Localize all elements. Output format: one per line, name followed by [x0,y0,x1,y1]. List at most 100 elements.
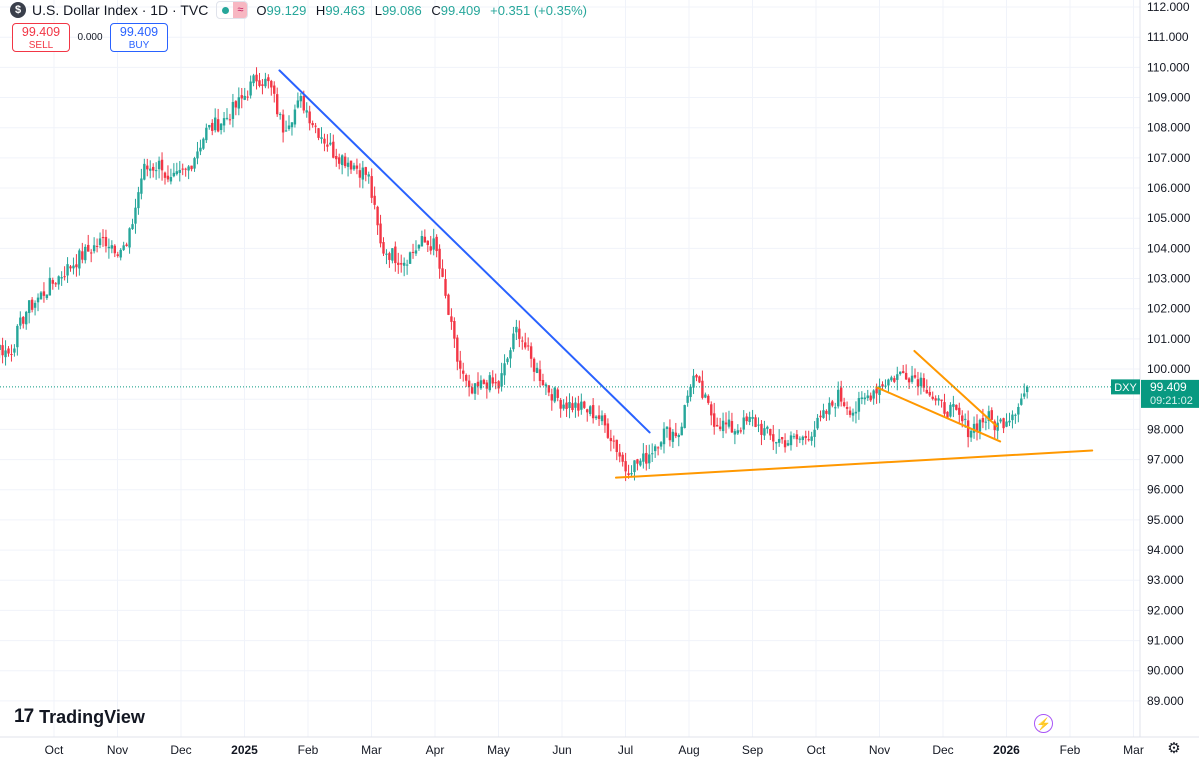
candle-body [400,263,403,265]
x-tick-label: Sep [742,743,764,757]
candle-body [335,156,338,160]
candle-body [978,419,982,432]
candle-body [1014,414,1017,416]
candle-body [187,166,190,171]
candle-body [526,345,530,347]
market-status[interactable]: ≈ [216,1,249,19]
candle-body [107,246,111,249]
candle-body [314,125,317,127]
blue-downtrend-line [278,69,651,434]
last-price-label [1141,379,1199,408]
x-tick-label: Mar [361,743,382,757]
candle-body [290,122,294,128]
candle-body [860,397,864,399]
candle-body [639,460,642,466]
candle-body [128,228,131,248]
candle-body [792,436,796,438]
candle-body [946,411,949,418]
candle-body [497,381,500,389]
candle-body [296,100,300,108]
y-tick-label: 90.000 [1147,664,1184,678]
candle-body [388,253,391,260]
candle-body [600,415,604,422]
candle-body [101,237,105,239]
x-tick-label: Feb [1060,743,1081,757]
candle-body [680,426,683,436]
candle-body [692,375,695,388]
candle-body [869,395,872,401]
candle-body [777,438,781,443]
y-tick-label: 105.000 [1147,211,1191,225]
candle-body [828,402,831,415]
candle-body [713,413,716,427]
candle-body [943,402,946,414]
symbol-title[interactable]: U.S. Dollar Index · 1D · TVC [32,2,209,18]
candle-body [969,430,973,438]
candle-body [379,223,382,244]
candle-body [851,412,855,416]
candle-body [78,250,81,269]
candle-body [270,80,273,88]
candle-body [922,378,926,388]
candle-body [154,170,158,172]
candle-body [113,245,117,254]
low-label: L [374,2,382,18]
tradingview-logo[interactable]: 17 TradingView [14,706,145,728]
candle-body [494,382,497,384]
candle-body [884,385,887,387]
candle-body [831,401,834,406]
candle-body [571,403,574,410]
candle-body [704,394,707,398]
candle-body [19,317,22,326]
x-tick-label: Dec [932,743,953,757]
candle-body [541,380,545,386]
candle-body [772,434,775,442]
sell-button[interactable]: 99.409 SELL [12,23,70,52]
time-axis[interactable]: Oct Nov Dec 2025 Feb Mar Apr May Jun Jul Aug Sep Oct… [45,743,1144,757]
candle-body [789,435,793,446]
candle-body [476,381,480,387]
bolt-icon[interactable]: ⚡ [1034,714,1053,733]
candle-body [305,110,308,113]
candle-body [213,117,217,131]
candle-body [329,142,332,145]
candle-body [402,262,406,266]
candle-body [766,426,769,429]
candle-body [662,428,666,445]
candle-body [689,386,692,398]
candle-body [432,238,435,250]
candle-body [326,144,329,147]
candle-body [178,169,181,173]
drawings[interactable] [278,69,1094,479]
candle-body [211,122,214,131]
candle-body [243,95,246,100]
candle-body [358,170,362,178]
buy-button[interactable]: 99.409 BUY [110,23,168,52]
orange-wedge-lower-line [875,386,1002,443]
candle-body [149,168,152,171]
candle-body [636,459,639,464]
bar-countdown: 09:21:02 [1150,395,1193,407]
candle-body [503,363,506,376]
candle-body [4,350,7,358]
candle-body [338,157,341,164]
candle-body [89,252,93,254]
candle-body [721,420,725,432]
candle-body [931,396,934,399]
candle-body [618,452,621,457]
candle-body [730,421,734,433]
candle-body [237,97,241,109]
candle-body [181,168,184,170]
candle-body [81,251,84,260]
candle-body [320,137,323,139]
settings-gear-icon[interactable]: ⚙ [1167,740,1181,757]
candle-body [963,418,967,420]
candle-body [175,171,179,175]
candle-body [984,421,988,423]
candle-body [804,435,807,439]
candle-body [506,358,509,363]
candle-body [509,350,512,359]
candle-body [27,300,31,314]
